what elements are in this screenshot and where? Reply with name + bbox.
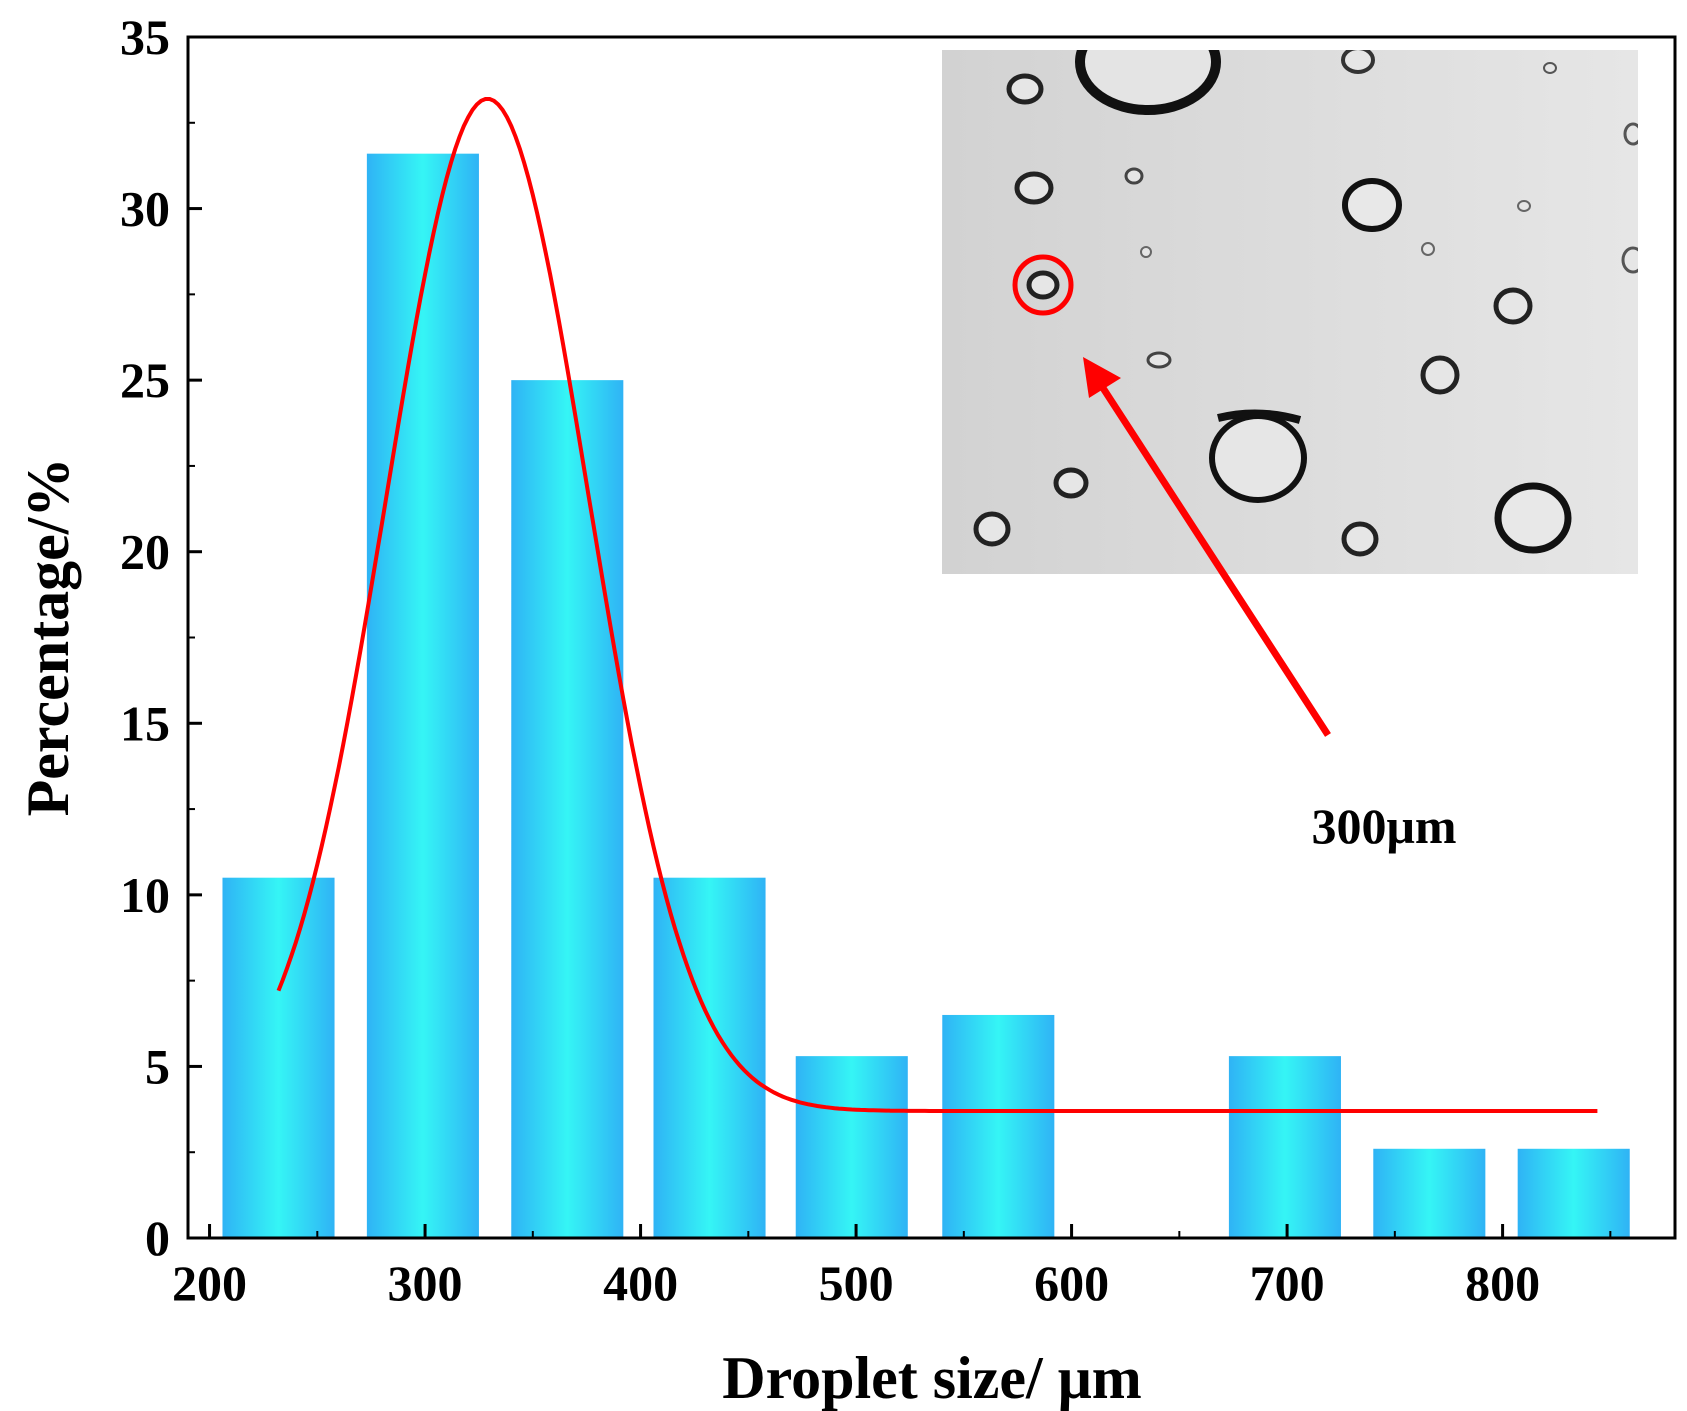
y-tick-label-0: 0 bbox=[145, 1210, 170, 1266]
x-tick-label-300: 300 bbox=[388, 1255, 463, 1311]
bar-366 bbox=[511, 380, 624, 1239]
x-axis-title: Droplet size/ μm bbox=[722, 1345, 1141, 1411]
bar-699 bbox=[1228, 1056, 1341, 1238]
x-tick-label-400: 400 bbox=[603, 1255, 678, 1311]
y-tick-label-25: 25 bbox=[120, 352, 170, 408]
bar-498 bbox=[795, 1056, 908, 1238]
x-tick-label-600: 600 bbox=[1034, 1255, 1109, 1311]
bar-299 bbox=[366, 153, 479, 1238]
bar-833 bbox=[1517, 1148, 1630, 1238]
highlight-circle bbox=[1012, 254, 1074, 316]
y-axis-title: Percentage/% bbox=[15, 458, 81, 817]
x-tick-label-700: 700 bbox=[1250, 1255, 1325, 1311]
y-tick-label-5: 5 bbox=[145, 1038, 170, 1094]
bar-series bbox=[222, 153, 1630, 1239]
annotation-label: 300μm bbox=[1312, 798, 1457, 854]
bar-232 bbox=[222, 877, 335, 1238]
y-tick-label-15: 15 bbox=[120, 695, 170, 751]
x-tick-label-500: 500 bbox=[819, 1255, 894, 1311]
annotation-arrow bbox=[1100, 386, 1331, 737]
bar-766 bbox=[1373, 1148, 1486, 1238]
gaussian-fit-line bbox=[276, 97, 1598, 1113]
y-axis: 0 5 10 15 20 25 30 35 bbox=[120, 9, 202, 1266]
x-tick-label-800: 800 bbox=[1465, 1255, 1540, 1311]
y-tick-label-30: 30 bbox=[120, 181, 170, 237]
inset-micrograph bbox=[942, 50, 1638, 737]
bar-566 bbox=[942, 1014, 1055, 1238]
x-tick-label-200: 200 bbox=[172, 1255, 247, 1311]
y-tick-label-20: 20 bbox=[120, 524, 170, 580]
x-axis: 200 300 400 500 600 700 800 bbox=[172, 1224, 1612, 1311]
bar-432 bbox=[653, 877, 766, 1238]
y-tick-label-35: 35 bbox=[120, 9, 170, 65]
y-tick-label-10: 10 bbox=[120, 867, 170, 923]
